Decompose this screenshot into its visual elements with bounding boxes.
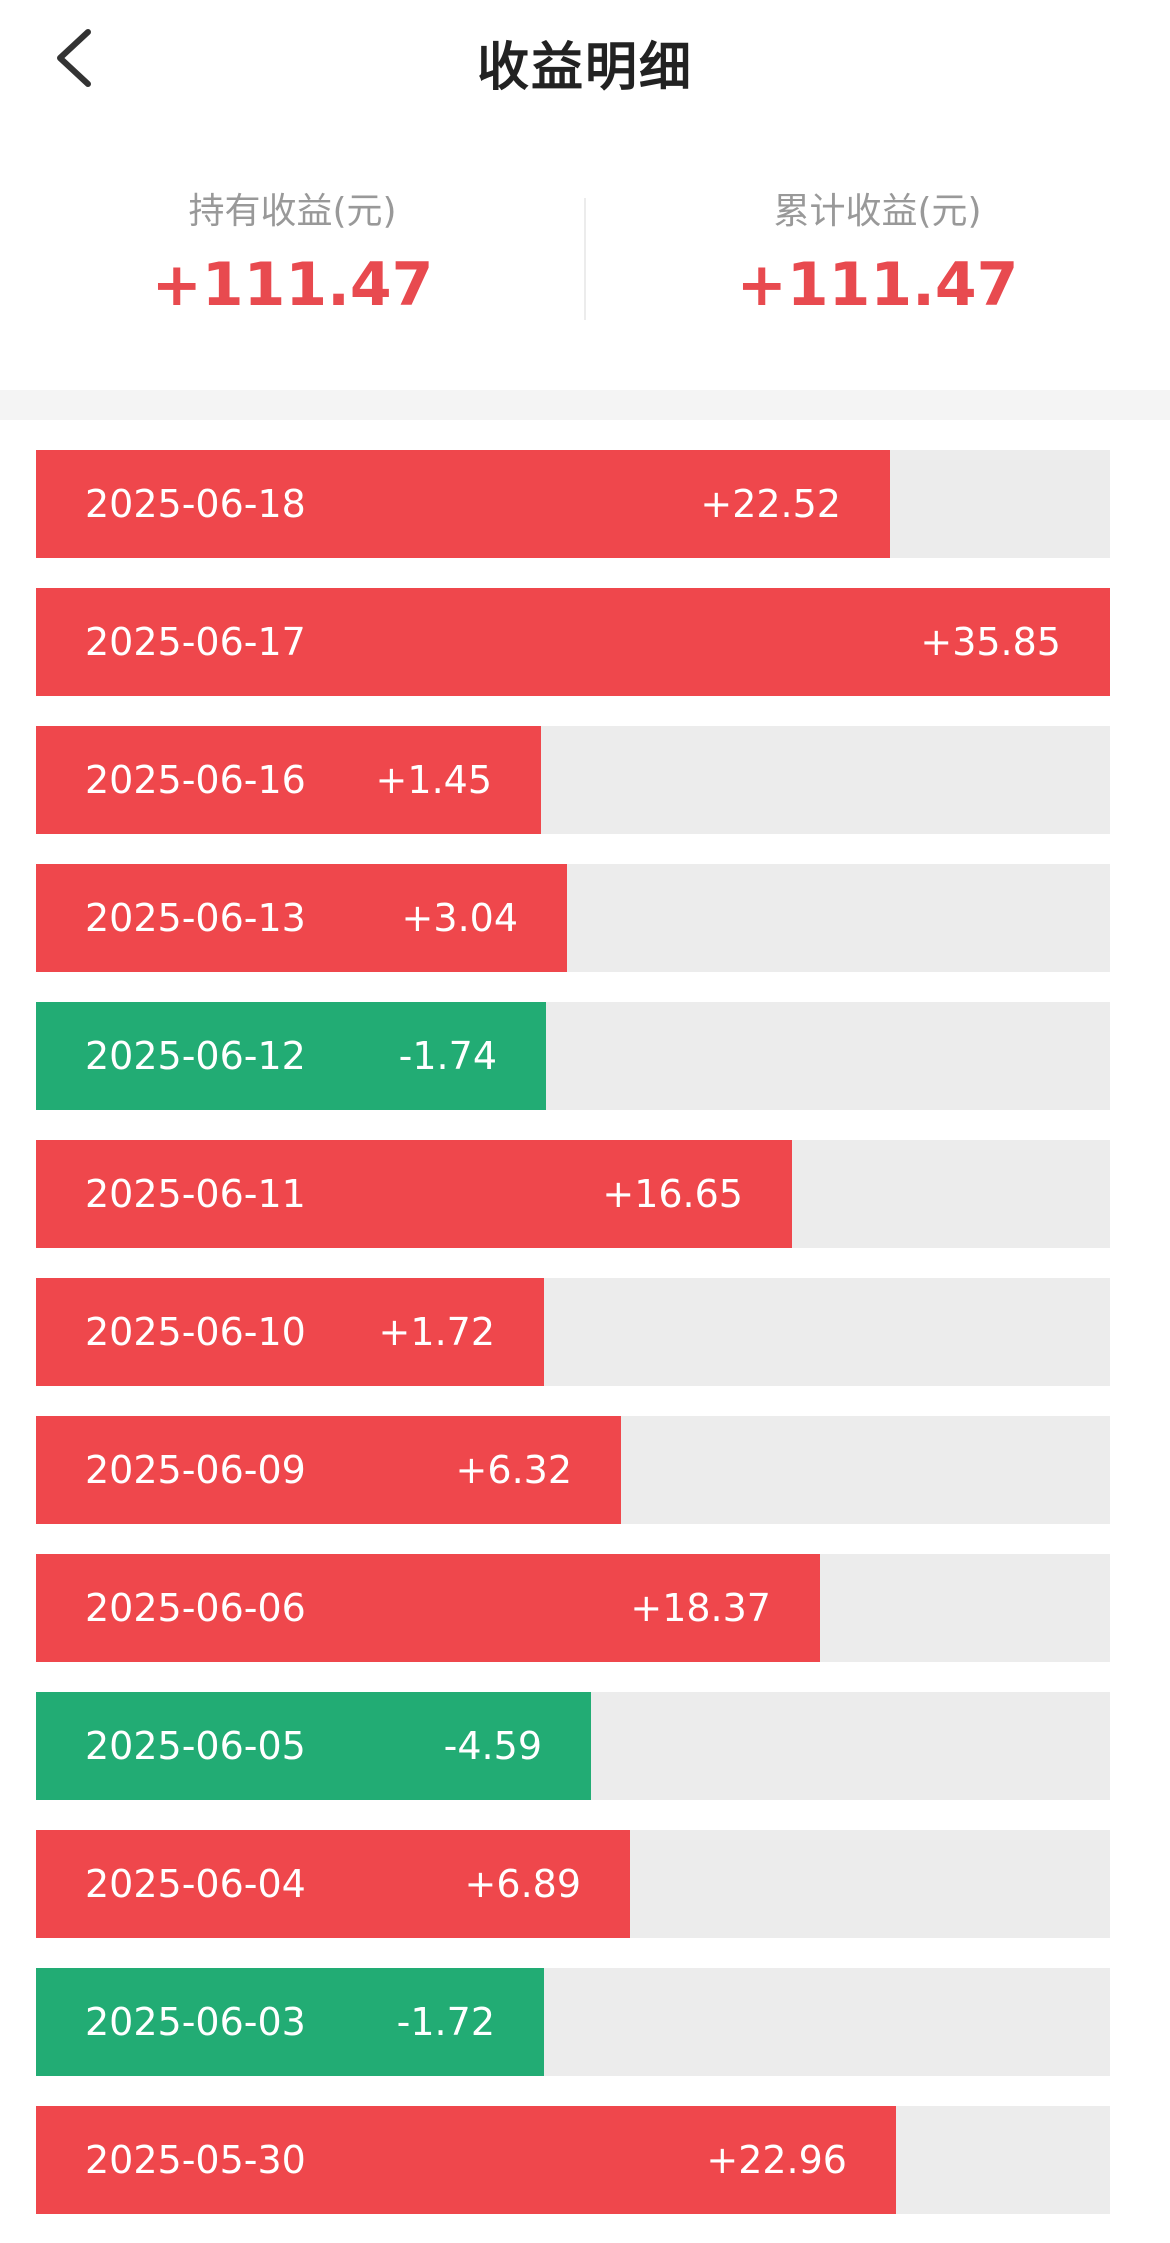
daily-earnings-row[interactable]: 2025-06-03 -1.72: [36, 1968, 1110, 2076]
row-value: +3.04: [401, 896, 518, 940]
row-date: 2025-06-09: [85, 1448, 306, 1492]
row-date: 2025-06-05: [85, 1724, 306, 1768]
nav-bar: 收益明细: [0, 0, 1170, 120]
cumulative-earnings: 累计收益(元) +111.47: [585, 120, 1170, 320]
earnings-bar: [36, 1002, 546, 1110]
holding-earnings-label: 持有收益(元): [188, 191, 397, 232]
daily-earnings-row[interactable]: 2025-06-16 +1.45: [36, 726, 1110, 834]
row-date: 2025-06-17: [85, 620, 306, 664]
row-date: 2025-06-18: [85, 482, 306, 526]
daily-earnings-row[interactable]: 2025-06-17 +35.85: [36, 588, 1110, 696]
cumulative-earnings-value: +111.47: [736, 250, 1019, 320]
row-date: 2025-06-03: [85, 2000, 306, 2044]
earnings-bar: [36, 1692, 591, 1800]
holding-earnings-value: +111.47: [151, 250, 434, 320]
row-value: -4.59: [443, 1724, 542, 1768]
earnings-bar: [36, 1554, 820, 1662]
earnings-bar: [36, 1278, 544, 1386]
daily-earnings-row[interactable]: 2025-05-30 +22.96: [36, 2106, 1110, 2214]
row-date: 2025-06-16: [85, 758, 306, 802]
daily-earnings-row[interactable]: 2025-06-12 -1.74: [36, 1002, 1110, 1110]
row-value: +1.45: [375, 758, 492, 802]
daily-earnings-row[interactable]: 2025-06-09 +6.32: [36, 1416, 1110, 1524]
daily-earnings-row[interactable]: 2025-06-10 +1.72: [36, 1278, 1110, 1386]
chevron-left-icon[interactable]: [48, 26, 104, 90]
daily-earnings-list: 2025-06-18 +22.52 2025-06-17 +35.85 2025-06-…: [0, 420, 1170, 2214]
row-date: 2025-06-10: [85, 1310, 306, 1354]
row-value: -1.72: [396, 2000, 495, 2044]
daily-earnings-row[interactable]: 2025-06-18 +22.52: [36, 450, 1110, 558]
row-value: +18.37: [630, 1586, 771, 1630]
row-value: +6.32: [455, 1448, 572, 1492]
daily-earnings-row[interactable]: 2025-06-11 +16.65: [36, 1140, 1110, 1248]
earnings-bar: [36, 2106, 896, 2214]
row-date: 2025-06-04: [85, 1862, 306, 1906]
row-date: 2025-06-11: [85, 1172, 306, 1216]
row-value: +22.52: [700, 482, 841, 526]
summary-divider: [584, 198, 586, 320]
row-date: 2025-06-06: [85, 1586, 306, 1630]
row-value: +35.85: [920, 620, 1061, 664]
earnings-bar: [36, 450, 890, 558]
row-value: +16.65: [602, 1172, 743, 1216]
daily-earnings-row[interactable]: 2025-06-04 +6.89: [36, 1830, 1110, 1938]
row-value: +22.96: [706, 2138, 847, 2182]
row-value: -1.74: [398, 1034, 497, 1078]
earnings-bar: [36, 1140, 792, 1248]
earnings-bar: [36, 864, 567, 972]
cumulative-earnings-label: 累计收益(元): [773, 191, 982, 232]
section-divider: [0, 390, 1170, 420]
earnings-bar: [36, 1968, 544, 2076]
row-value: +6.89: [464, 1862, 581, 1906]
earnings-summary: 持有收益(元) +111.47 累计收益(元) +111.47: [0, 120, 1170, 390]
earnings-bar: [36, 588, 1110, 696]
earnings-bar: [36, 726, 541, 834]
row-date: 2025-06-13: [85, 896, 306, 940]
row-date: 2025-05-30: [85, 2138, 306, 2182]
daily-earnings-row[interactable]: 2025-06-05 -4.59: [36, 1692, 1110, 1800]
row-date: 2025-06-12: [85, 1034, 306, 1078]
earnings-bar: [36, 1416, 621, 1524]
holding-earnings: 持有收益(元) +111.47: [0, 120, 585, 320]
row-value: +1.72: [378, 1310, 495, 1354]
daily-earnings-row[interactable]: 2025-06-13 +3.04: [36, 864, 1110, 972]
daily-earnings-row[interactable]: 2025-06-06 +18.37: [36, 1554, 1110, 1662]
earnings-bar: [36, 1830, 630, 1938]
page-title: 收益明细: [476, 37, 693, 98]
